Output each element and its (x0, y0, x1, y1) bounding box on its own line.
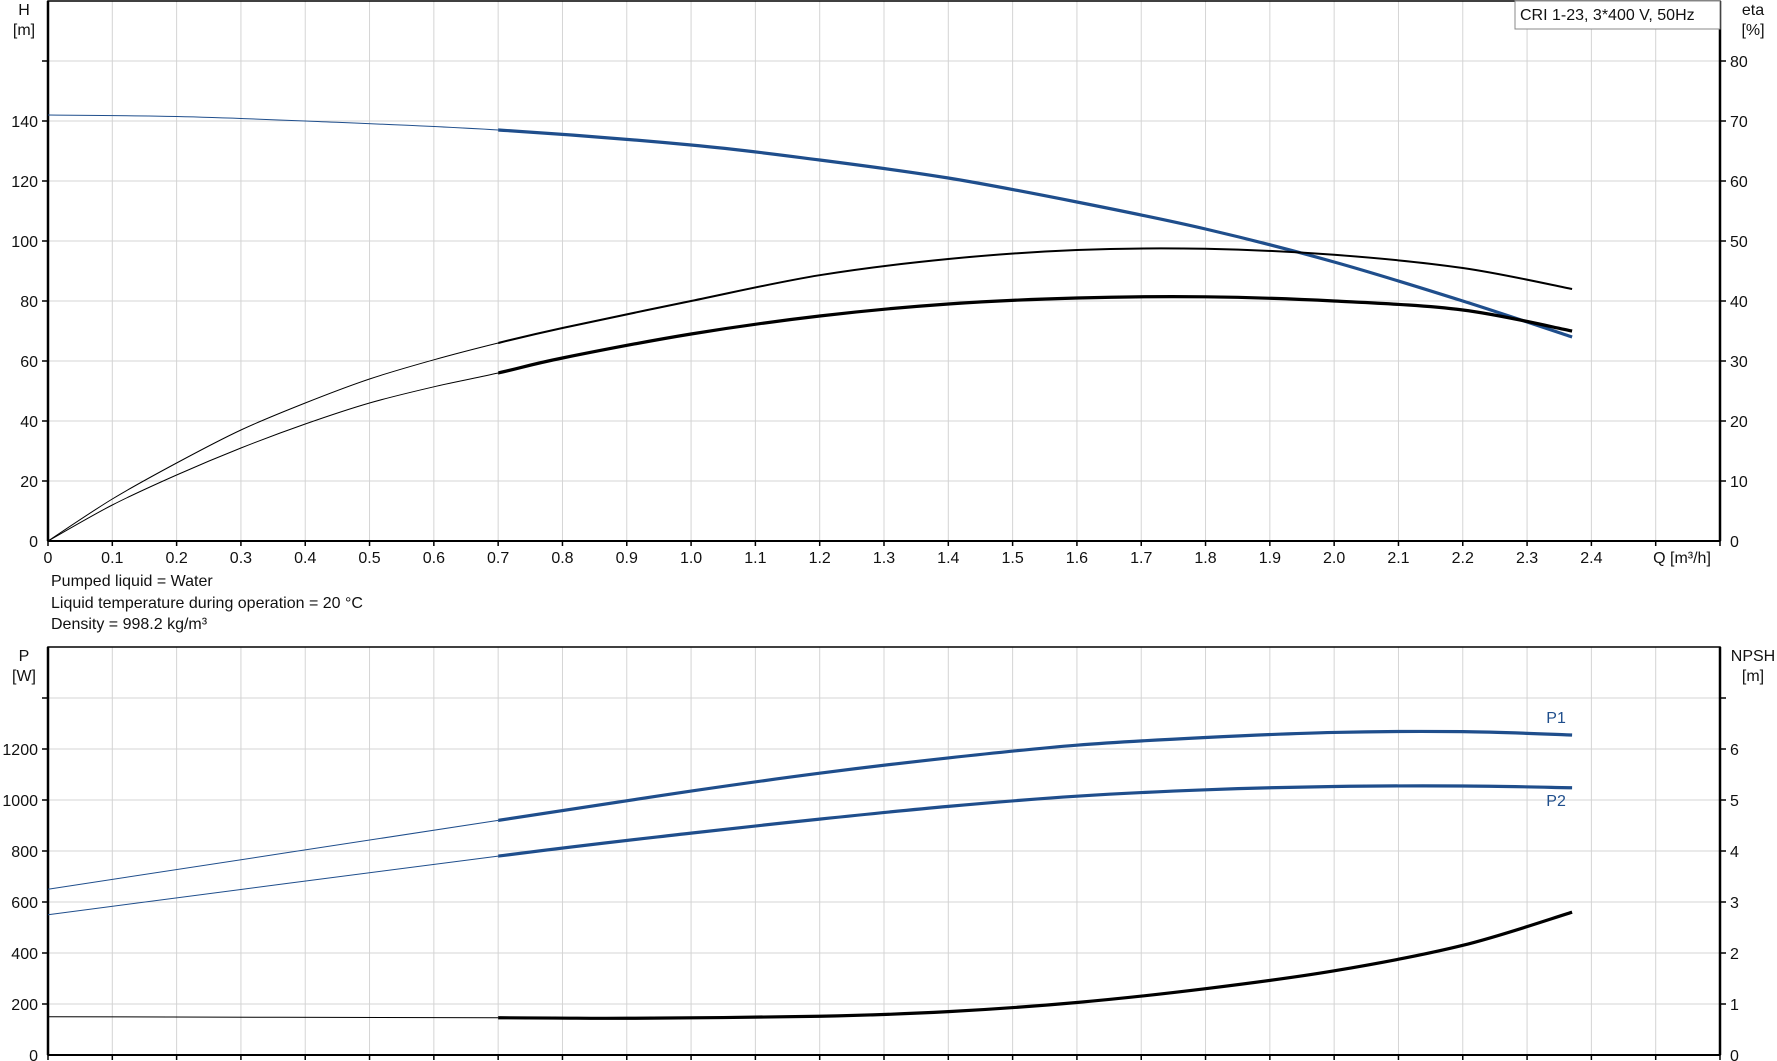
x-axis-label: Q [m³/h] (1653, 550, 1711, 567)
y-tick-label-left: 200 (11, 997, 38, 1014)
curve-series-2-extrapolated (47, 372, 499, 542)
y-axis-unit-right: [m] (1742, 668, 1764, 685)
curve-series-1 (498, 247, 1573, 345)
y-tick-label-left: 0 (29, 534, 38, 551)
y-tick-label-left: 600 (11, 895, 38, 912)
y-axis-label-right: NPSH (1731, 648, 1775, 665)
y-tick-label-left: 1200 (2, 742, 38, 759)
y-tick-label-left: 60 (20, 354, 38, 371)
x-tick-label: 1.0 (680, 550, 702, 567)
x-tick-label: 2.2 (1452, 550, 1474, 567)
x-tick-label: 2.4 (1580, 550, 1602, 567)
curve-series-2-extrapolated (47, 1016, 499, 1019)
x-tick-label: 0.6 (423, 550, 445, 567)
x-tick-label: 1.3 (873, 550, 895, 567)
y-tick-label-left: 1000 (2, 793, 38, 810)
x-tick-label: 0 (44, 550, 53, 567)
info-pumped-liquid: Pumped liquid = Water (51, 573, 213, 590)
y-axis-label-left: P (19, 648, 30, 665)
curve-p1-extrapolated (47, 819, 499, 890)
y-tick-label-right: 10 (1730, 474, 1748, 491)
x-tick-label: 1.1 (744, 550, 766, 567)
y-tick-label-right: 40 (1730, 294, 1748, 311)
x-tick-label: 0.7 (487, 550, 509, 567)
y-tick-label-right: 6 (1730, 742, 1739, 759)
y-tick-label-right: 0 (1730, 1048, 1739, 1061)
y-tick-label-right: 20 (1730, 414, 1748, 431)
y-tick-label-left: 140 (11, 114, 38, 131)
y-axis-unit-right: [%] (1741, 22, 1764, 39)
y-tick-label-right: 5 (1730, 793, 1739, 810)
x-tick-label: 1.2 (809, 550, 831, 567)
x-tick-label: 0.9 (616, 550, 638, 567)
x-tick-label: 2.3 (1516, 550, 1538, 567)
y-tick-label-right: 3 (1730, 895, 1739, 912)
chart-title: CRI 1-23, 3*400 V, 50Hz (1520, 7, 1695, 24)
y-tick-label-left: 80 (20, 294, 38, 311)
info-liquid-temperature: Liquid temperature during operation = 20… (51, 595, 363, 612)
x-tick-label: 0.1 (101, 550, 123, 567)
series-label-p2: P2 (1546, 793, 1566, 810)
curve-p2-extrapolated (47, 855, 499, 916)
x-tick-label: 2.0 (1323, 550, 1345, 567)
x-tick-label: 1.9 (1259, 550, 1281, 567)
x-tick-label: 1.6 (1066, 550, 1088, 567)
y-axis-label-right: eta (1742, 2, 1764, 19)
y-tick-label-right: 2 (1730, 946, 1739, 963)
curve-p1 (498, 729, 1573, 823)
x-tick-label: 0.5 (358, 550, 380, 567)
y-tick-label-left: 40 (20, 414, 38, 431)
x-tick-label: 1.7 (1130, 550, 1152, 567)
y-tick-label-right: 30 (1730, 354, 1748, 371)
y-tick-label-right: 70 (1730, 114, 1748, 131)
y-tick-label-left: 100 (11, 234, 38, 251)
curve-series-2 (498, 910, 1573, 1020)
x-tick-label: 0.4 (294, 550, 316, 567)
y-tick-label-right: 60 (1730, 174, 1748, 191)
info-density: Density = 998.2 kg/m³ (51, 616, 208, 633)
curve-series-0-extrapolated (47, 114, 499, 131)
x-tick-label: 1.4 (937, 550, 959, 567)
curve-series-0 (498, 128, 1573, 339)
title-box (1514, 0, 1721, 30)
x-tick-label: 0.8 (551, 550, 573, 567)
series-label-p1: P1 (1546, 710, 1566, 727)
y-tick-label-right: 4 (1730, 844, 1739, 861)
y-axis-unit-left: [m] (13, 22, 35, 39)
x-tick-label: 1.5 (1001, 550, 1023, 567)
curve-p2 (498, 784, 1573, 858)
y-tick-label-left: 20 (20, 474, 38, 491)
curve-series-2 (498, 295, 1573, 375)
y-tick-label-right: 80 (1730, 54, 1748, 71)
x-tick-label: 0.2 (165, 550, 187, 567)
y-tick-label-left: 400 (11, 946, 38, 963)
y-axis-unit-left: [W] (12, 668, 36, 685)
y-tick-label-left: 120 (11, 174, 38, 191)
y-tick-label-right: 0 (1730, 534, 1739, 551)
x-tick-label: 1.8 (1194, 550, 1216, 567)
y-tick-label-left: 0 (29, 1048, 38, 1061)
y-tick-label-left: 800 (11, 844, 38, 861)
curve-series-1-extrapolated (47, 342, 499, 542)
y-axis-label-left: H (18, 2, 30, 19)
y-tick-label-right: 1 (1730, 997, 1739, 1014)
x-tick-label: 0.3 (230, 550, 252, 567)
x-tick-label: 2.1 (1387, 550, 1409, 567)
y-tick-label-right: 50 (1730, 234, 1748, 251)
